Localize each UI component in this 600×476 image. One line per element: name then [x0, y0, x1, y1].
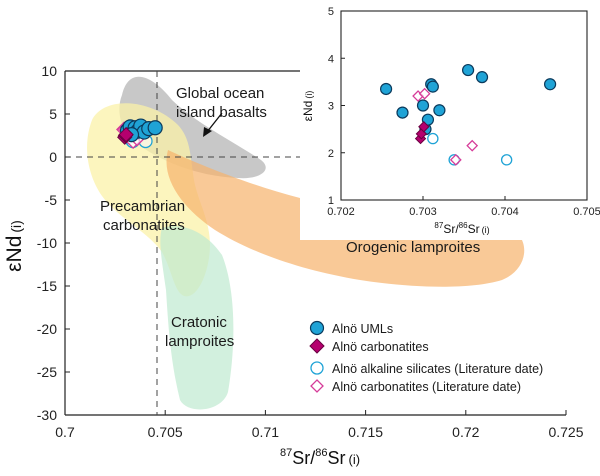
legend-label-carbonatites: Alnö carbonatites — [332, 340, 429, 354]
main-ylabel: εNd(i) — [3, 220, 26, 272]
main-y-tick-label: -25 — [37, 364, 57, 380]
inset-point — [396, 106, 409, 119]
inset-y-tick-label: 2 — [328, 148, 334, 160]
legend-label-carbonatites-literature: Alnö carbonatites (Literature date) — [332, 380, 521, 394]
inset-point — [380, 82, 393, 96]
main-point — [118, 126, 134, 143]
main-x-tick-label: 0.725 — [548, 424, 583, 440]
inset-point — [427, 132, 439, 145]
inset-y-tick-label: 4 — [328, 53, 334, 65]
main-y-tick-label: -30 — [37, 407, 57, 423]
label-ocean-island-basalts-1: Global ocean — [176, 85, 264, 102]
main-y-tick-label: 5 — [49, 106, 57, 122]
inset-series-3 — [412, 87, 479, 166]
label-cratonic-lamproites-1: Cratonic — [171, 314, 227, 331]
main-x-tick-label: 0.71 — [252, 424, 279, 440]
inset-x-tick-label: 0.704 — [491, 206, 519, 218]
legend-label-alkaline-silicates: Alnö alkaline silicates (Literature date… — [332, 362, 543, 376]
label-cratonic-lamproites-2: lamproites — [165, 333, 234, 350]
legend-marker-umls — [309, 320, 325, 336]
inset-point — [449, 153, 462, 166]
inset-point — [433, 104, 446, 117]
main-point — [147, 120, 163, 136]
inset-x-tick-label: 0.703 — [409, 206, 437, 218]
main-y-tick-label: 0 — [49, 149, 57, 165]
inset-ylabel: εNd(i) — [301, 91, 315, 122]
label-precambrian-carbonatites-1: Precambrian — [100, 198, 185, 215]
main-x-tick-label: 0.705 — [148, 424, 183, 440]
label-orogenic-lamproites: Orogenic lamproites — [346, 239, 480, 256]
legend-marker-carbonatites-literature — [310, 379, 324, 393]
inset-point — [543, 78, 557, 91]
main-x-tick-label: 0.715 — [348, 424, 383, 440]
label-precambrian-carbonatites-2: carbonatites — [103, 217, 185, 234]
legend: Alnö UMLs Alnö carbonatites Alnö alkalin… — [309, 320, 543, 394]
field-cratonic-lamproites — [160, 226, 234, 410]
main-series-1 — [117, 126, 134, 145]
legend-label-umls: Alnö UMLs — [332, 322, 393, 336]
main-xlabel: 87Sr/86Sr (i) — [280, 447, 360, 468]
inset-point — [500, 154, 513, 166]
main-y-tick-label: -15 — [37, 278, 57, 294]
inset-xlabel: 87Sr/86Sr (i) — [434, 221, 489, 236]
inset-point — [466, 139, 479, 152]
main-y-tick-label: 10 — [41, 63, 57, 79]
main-x-tick-label: 0.7 — [55, 424, 75, 440]
inset-point — [418, 87, 431, 100]
inset-x-tick-label: 0.702 — [327, 206, 355, 218]
label-ocean-island-basalts-2: island basalts — [176, 104, 267, 121]
inset-point — [416, 99, 430, 112]
main-y-tick-label: -20 — [37, 321, 57, 337]
annotation-arrow — [203, 112, 223, 137]
inset-point — [426, 80, 439, 93]
main-x-tick-label: 0.72 — [452, 424, 479, 440]
inset-panel — [300, 0, 600, 240]
main-y-tick-label: -5 — [45, 192, 58, 208]
inset-point — [418, 121, 430, 133]
legend-marker-carbonatites — [309, 338, 325, 354]
main-y-tick-label: -10 — [37, 235, 57, 251]
inset-x-tick-label: 0.705 — [573, 206, 600, 218]
inset-y-tick-label: 5 — [328, 6, 334, 18]
inset-y-tick-label: 3 — [328, 101, 334, 113]
inset-point — [475, 71, 489, 84]
inset-series-1 — [414, 121, 430, 145]
inset-y-tick-label: 1 — [328, 195, 334, 207]
legend-marker-alkaline-silicates — [310, 361, 324, 375]
inset-point — [462, 63, 475, 77]
